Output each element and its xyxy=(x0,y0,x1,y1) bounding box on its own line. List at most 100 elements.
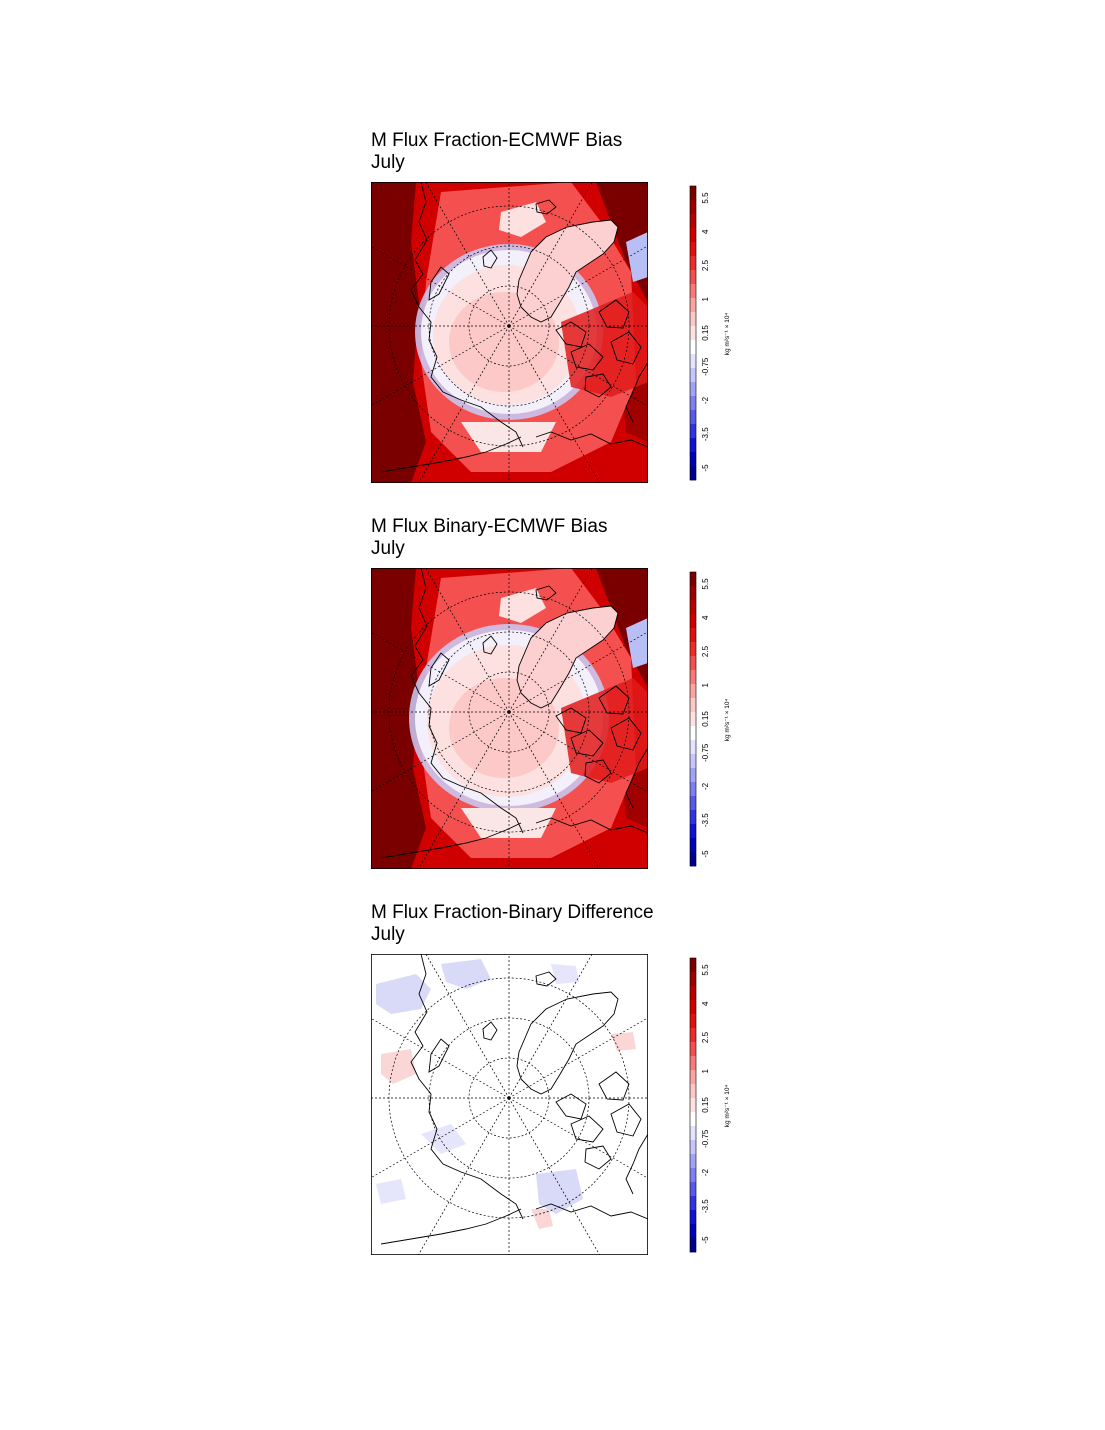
high-bias-region xyxy=(371,568,426,869)
colorbar-tick-label: -5 xyxy=(701,850,710,858)
coastline xyxy=(555,321,587,348)
colorbar-swatch xyxy=(690,1210,696,1225)
colorbar-tick-label: 0.15 xyxy=(701,711,710,727)
coastline xyxy=(482,1021,498,1041)
coastline xyxy=(380,1208,522,1245)
coastline xyxy=(410,568,524,834)
colorbar-frame xyxy=(689,957,697,1253)
coastline xyxy=(428,266,450,301)
meridian-line xyxy=(371,711,510,793)
meridian-line xyxy=(417,1097,510,1255)
colorbar-swatch xyxy=(690,1126,696,1141)
colorbar-swatch xyxy=(690,628,696,643)
panel-title: M Flux Fraction-ECMWF Bias July xyxy=(371,130,622,174)
coastline xyxy=(535,585,557,601)
colorbar-swatch xyxy=(690,1056,696,1071)
colorbar-swatch xyxy=(690,186,696,201)
meridian-line xyxy=(508,711,601,869)
colorbar-tick-label: -0.75 xyxy=(701,1129,710,1148)
coastline xyxy=(625,1133,648,1195)
colorbar-swatch xyxy=(690,838,696,853)
colorbar-tick-label: -5 xyxy=(701,1236,710,1244)
colorbar-swatch xyxy=(690,586,696,601)
colorbar-swatch xyxy=(690,1042,696,1057)
coastline xyxy=(482,249,498,269)
colorbar-swatch xyxy=(690,670,696,685)
colorbar: 5.5 4 2.5 1 0.15 -0.75 -2 -3.5 -5 kg m²s⁻¹ × 10⁴ xyxy=(689,571,731,867)
colorbar-tick-label: 5.5 xyxy=(701,192,710,204)
near-zero-band xyxy=(499,202,546,237)
negative-bias-patch xyxy=(626,618,648,668)
colorbar: 5.5 4 2.5 1 0.15 -0.75 -2 -3.5 -5 kg m²s⁻¹ × 10⁴ xyxy=(689,957,731,1253)
meridian-line xyxy=(508,325,601,483)
colorbar-swatch xyxy=(690,972,696,987)
panel-title: M Flux Binary-ECMWF Bias July xyxy=(371,516,607,560)
colorbar-swatch xyxy=(690,228,696,243)
colorbar-tick-label: -2 xyxy=(701,1168,710,1176)
panel-fraction-bias: M Flux Fraction-ECMWF Bias July 5.5 4 2.5 1… xyxy=(0,0,1105,483)
coastline xyxy=(410,182,524,448)
polar-map xyxy=(371,182,648,483)
colorbar-swatch xyxy=(690,1098,696,1113)
anomaly-patch xyxy=(531,1209,553,1229)
coastline xyxy=(610,717,642,751)
high-bias-region xyxy=(371,182,426,483)
colorbar-frame xyxy=(689,185,697,481)
colorbar-swatch xyxy=(690,1014,696,1029)
anomaly-patch xyxy=(421,1124,466,1154)
coastline xyxy=(516,605,619,709)
colorbar-tick-label: 5.5 xyxy=(701,964,710,976)
colorbar-swatch xyxy=(690,600,696,615)
colorbar-swatch xyxy=(690,424,696,439)
colorbar-swatch xyxy=(690,410,696,425)
colorbar-swatch xyxy=(690,656,696,671)
colorbar-unit-label: kg m²s⁻¹ × 10⁴ xyxy=(724,1085,731,1128)
colorbar-swatch xyxy=(690,284,696,299)
coastline xyxy=(535,817,648,834)
colorbar-tick-label: 2.5 xyxy=(701,645,710,657)
colorbar-tick-label: 2.5 xyxy=(701,259,710,271)
colorbar-swatch xyxy=(690,740,696,755)
colorbar-swatch xyxy=(690,754,696,769)
colorbar-swatch xyxy=(690,712,696,727)
anomaly-patch xyxy=(441,959,491,989)
colorbar-swatch xyxy=(690,1028,696,1043)
meridian-line xyxy=(371,245,510,327)
colorbar-tick-label: -3.5 xyxy=(701,1199,710,1213)
colorbar-swatch xyxy=(690,312,696,327)
coastline xyxy=(610,331,642,365)
coastline xyxy=(555,1093,587,1120)
meridian-line xyxy=(508,568,593,713)
colorbar-swatch xyxy=(690,214,696,229)
colorbar-frame xyxy=(689,571,697,867)
coastline xyxy=(535,199,557,215)
meridian-line xyxy=(371,1017,510,1099)
colorbar-swatch xyxy=(690,298,696,313)
coastline xyxy=(584,1145,612,1170)
panel-title-month: July xyxy=(371,538,405,559)
meridian-line xyxy=(371,631,510,713)
meridian-line xyxy=(417,711,510,869)
map-frame xyxy=(371,568,648,869)
colorbar-swatch xyxy=(690,824,696,839)
colorbar-swatch xyxy=(690,466,696,481)
colorbar: 5.5 4 2.5 1 0.15 -0.75 -2 -3.5 -5 kg m²s⁻¹ × 10⁴ xyxy=(689,185,731,481)
meridian-line xyxy=(371,1097,510,1179)
colorbar-unit-label: kg m²s⁻¹ × 10⁴ xyxy=(724,313,731,356)
coastline xyxy=(584,373,612,398)
coastline xyxy=(535,1203,648,1220)
coastline xyxy=(598,299,630,329)
panel-binary-bias: M Flux Binary-ECMWF Bias July 5.5 4 2.5 1 0.… xyxy=(0,0,1105,869)
colorbar-tick-label: -5 xyxy=(701,464,710,472)
anomaly-patch xyxy=(381,1049,416,1084)
coastline xyxy=(410,954,524,1220)
meridian-line xyxy=(508,1097,601,1255)
colorbar-swatch xyxy=(690,726,696,741)
colorbar-swatch xyxy=(690,1070,696,1085)
coastline xyxy=(555,707,587,734)
colorbar-swatch xyxy=(690,684,696,699)
meridian-line xyxy=(508,182,593,327)
coastline xyxy=(535,971,557,987)
colorbar-swatch xyxy=(690,958,696,973)
colorbar-swatch xyxy=(690,270,696,285)
